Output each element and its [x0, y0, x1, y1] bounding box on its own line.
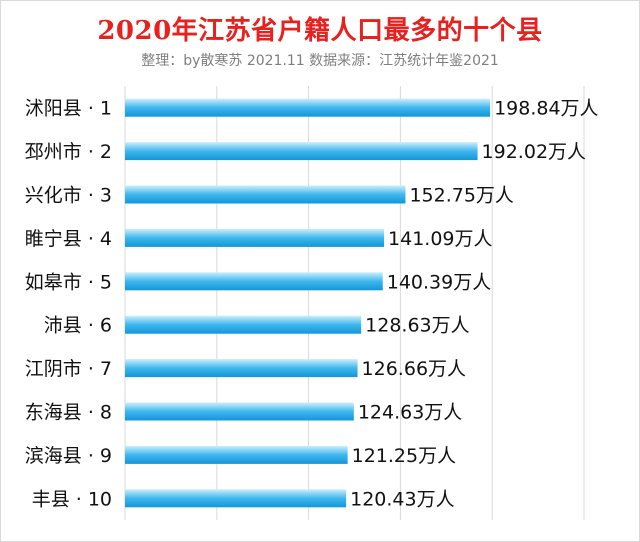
bar	[125, 228, 385, 247]
chart-subtitle: 整理：by散寒苏 2021.11 数据来源：江苏统计年鉴2021	[141, 53, 499, 69]
bar	[125, 489, 347, 508]
data-label: 192.02万人	[482, 141, 586, 163]
data-label: 141.09万人	[388, 228, 492, 250]
chart-title: 2020年江苏省户籍人口最多的十个县	[97, 16, 543, 46]
category-label: 睢宁县 · 4	[25, 228, 112, 250]
category-label: 如皋市 · 5	[25, 271, 112, 293]
data-label: 126.66万人	[362, 358, 466, 380]
category-label: 邳州市 · 2	[25, 141, 112, 163]
data-label: 140.39万人	[387, 271, 491, 293]
data-label: 124.63万人	[358, 402, 462, 424]
category-label: 滨海县 · 9	[25, 445, 112, 467]
category-label: 沛县 · 6	[44, 315, 112, 337]
category-label: 兴化市 · 3	[25, 185, 112, 207]
category-label: 东海县 · 8	[25, 402, 112, 424]
bar	[125, 98, 491, 117]
bar	[125, 359, 358, 378]
bar	[125, 142, 478, 161]
bar	[125, 315, 362, 334]
bar	[125, 402, 354, 421]
bar	[125, 445, 348, 464]
data-label: 121.25万人	[352, 445, 456, 467]
bars	[125, 98, 491, 508]
data-label: 152.75万人	[409, 185, 513, 207]
data-label: 128.63万人	[365, 315, 469, 337]
bar	[125, 272, 383, 291]
category-label: 丰县 · 10	[32, 488, 112, 510]
data-label: 198.84万人	[494, 98, 598, 120]
bar	[125, 185, 406, 204]
data-label: 120.43万人	[350, 488, 454, 510]
category-label: 江阴市 · 7	[25, 358, 112, 380]
category-label: 沭阳县 · 1	[25, 98, 112, 120]
